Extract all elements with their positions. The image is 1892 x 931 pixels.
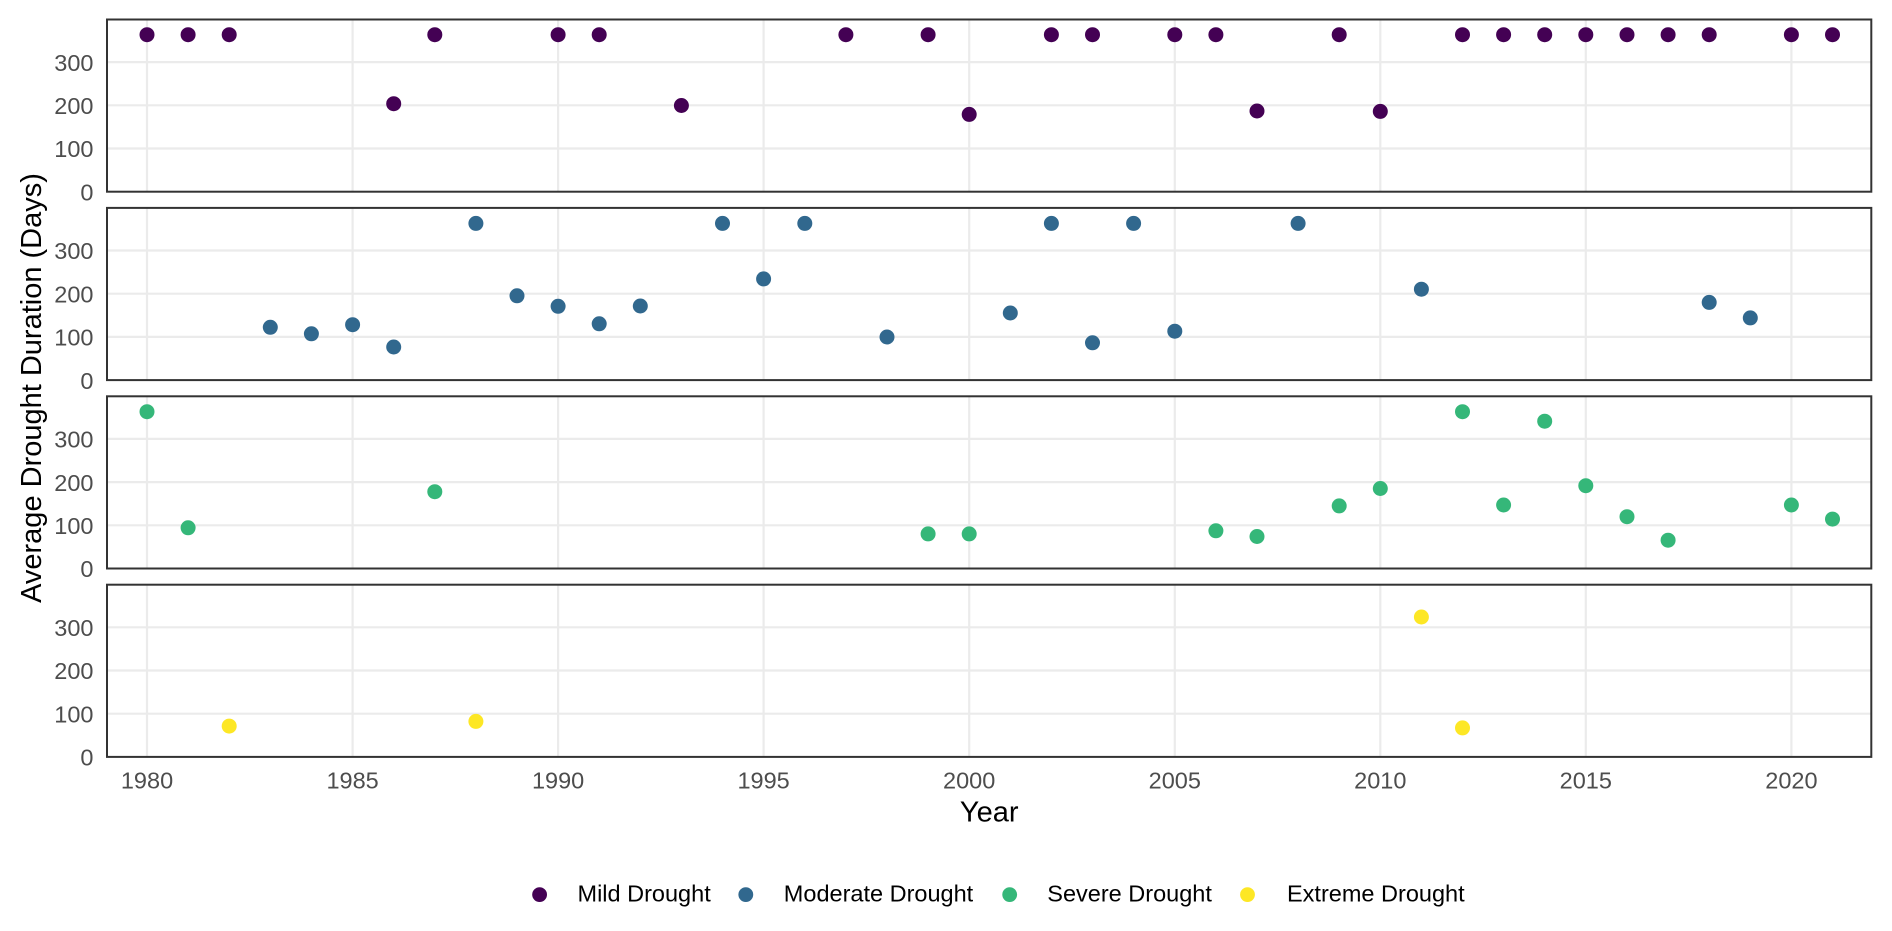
svg-text:2000: 2000: [943, 768, 995, 794]
svg-text:0: 0: [80, 556, 93, 582]
svg-text:Severe Drought: Severe Drought: [1047, 881, 1212, 907]
svg-text:2010: 2010: [1354, 768, 1406, 794]
svg-text:200: 200: [54, 281, 93, 307]
svg-text:Year: Year: [960, 796, 1019, 828]
svg-text:100: 100: [54, 136, 93, 162]
svg-text:Moderate Drought: Moderate Drought: [784, 881, 974, 907]
svg-text:1995: 1995: [737, 768, 789, 794]
svg-text:300: 300: [54, 615, 93, 641]
svg-text:Extreme Drought: Extreme Drought: [1287, 881, 1465, 907]
svg-text:1985: 1985: [326, 768, 378, 794]
svg-text:0: 0: [80, 179, 93, 205]
svg-text:200: 200: [54, 93, 93, 119]
svg-text:0: 0: [80, 368, 93, 394]
svg-text:2005: 2005: [1149, 768, 1201, 794]
svg-text:Average Drought Duration (Days: Average Drought Duration (Days): [16, 173, 48, 603]
svg-text:1990: 1990: [532, 768, 584, 794]
svg-text:0: 0: [80, 745, 93, 771]
svg-text:2015: 2015: [1560, 768, 1612, 794]
svg-text:2020: 2020: [1765, 768, 1817, 794]
svg-text:200: 200: [54, 658, 93, 684]
svg-text:100: 100: [54, 325, 93, 351]
svg-text:200: 200: [54, 470, 93, 496]
svg-text:Mild Drought: Mild Drought: [578, 881, 712, 907]
svg-text:100: 100: [54, 513, 93, 539]
svg-text:300: 300: [54, 238, 93, 264]
svg-text:300: 300: [54, 50, 93, 76]
svg-text:300: 300: [54, 427, 93, 453]
svg-text:1980: 1980: [121, 768, 173, 794]
svg-text:100: 100: [54, 701, 93, 727]
